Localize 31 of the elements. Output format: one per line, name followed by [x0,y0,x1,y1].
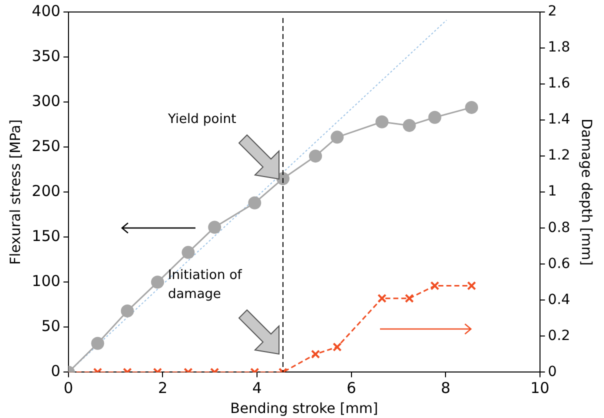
y-tick-label: 200 [32,182,60,200]
y2-tick-label: 0 [548,364,557,380]
x-tick-label: 8 [440,379,450,398]
y-axis-title: Flexural stress [MPa] [8,119,24,265]
y2-tick-label: 0.6 [548,256,570,272]
y2-tick-label: 0.4 [548,292,570,308]
y-tick-label: 0 [50,362,60,380]
y2-tick-label: 1.2 [548,148,570,164]
y2-tick-label: 0.8 [548,220,570,236]
x-axis-title: Bending stroke [mm] [230,401,378,418]
y-tick-label: 150 [32,227,60,246]
x-tick-label: 4 [252,379,262,398]
x-tick-label: 0 [64,379,74,398]
y2-tick-label: 1.6 [548,76,570,92]
y2-tick-label: 1.4 [548,112,570,128]
x-tick-label: 6 [346,379,356,398]
y2-tick-label: 1 [548,184,557,200]
y-tick-label: 400 [32,2,60,20]
y2-tick-label: 1.8 [548,40,570,56]
y-tick-label: 300 [32,92,60,110]
y-tick-label: 250 [32,136,60,155]
x-tick-label: 10 [530,379,550,398]
y-tick-label: 50 [41,317,60,336]
annotation: Initiation of damage [168,266,244,304]
y-tick-label: 350 [32,46,60,65]
y2-tick-label: 2 [548,4,557,20]
annotation: Yield point [168,110,238,129]
y-tick-label: 100 [32,272,60,290]
x-tick-label: 2 [158,379,168,398]
y2-tick-label: 0.2 [548,328,570,344]
y2-axis-title: Damage depth [mm] [578,118,594,266]
